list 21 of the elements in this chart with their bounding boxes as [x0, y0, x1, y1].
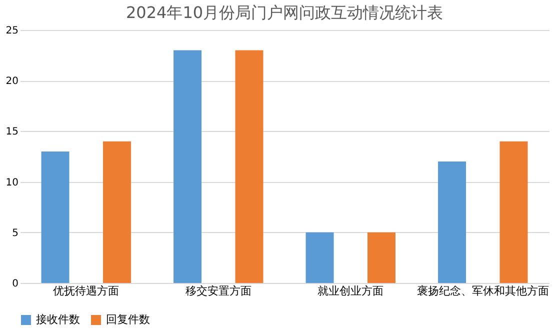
y-tick-label: 10 [6, 177, 18, 188]
legend-label: 接收件数 [36, 313, 80, 326]
bar [367, 232, 396, 283]
bar [438, 162, 466, 283]
bar [102, 141, 131, 283]
x-tick-label: 就业创业方面 [318, 284, 384, 298]
y-tick-label: 0 [12, 278, 18, 290]
x-tick-label: 移交安置方面 [185, 284, 252, 298]
y-tick-label: 20 [6, 76, 18, 88]
chart-title: 2024年10月份局门户网问政互动情况统计表 [126, 3, 444, 22]
y-tick-label: 5 [12, 228, 18, 239]
bar [235, 50, 264, 283]
y-tick-label: 15 [6, 126, 18, 138]
bar [174, 50, 202, 283]
x-tick-label: 褒扬纪念、军休和其他方面 [416, 284, 549, 298]
legend-label: 回复件数 [106, 313, 150, 326]
bar [500, 141, 528, 283]
bar [306, 232, 334, 283]
y-tick-label: 25 [6, 26, 18, 36]
x-tick-label: 优抚待遇方面 [53, 284, 120, 298]
bar [41, 151, 70, 283]
